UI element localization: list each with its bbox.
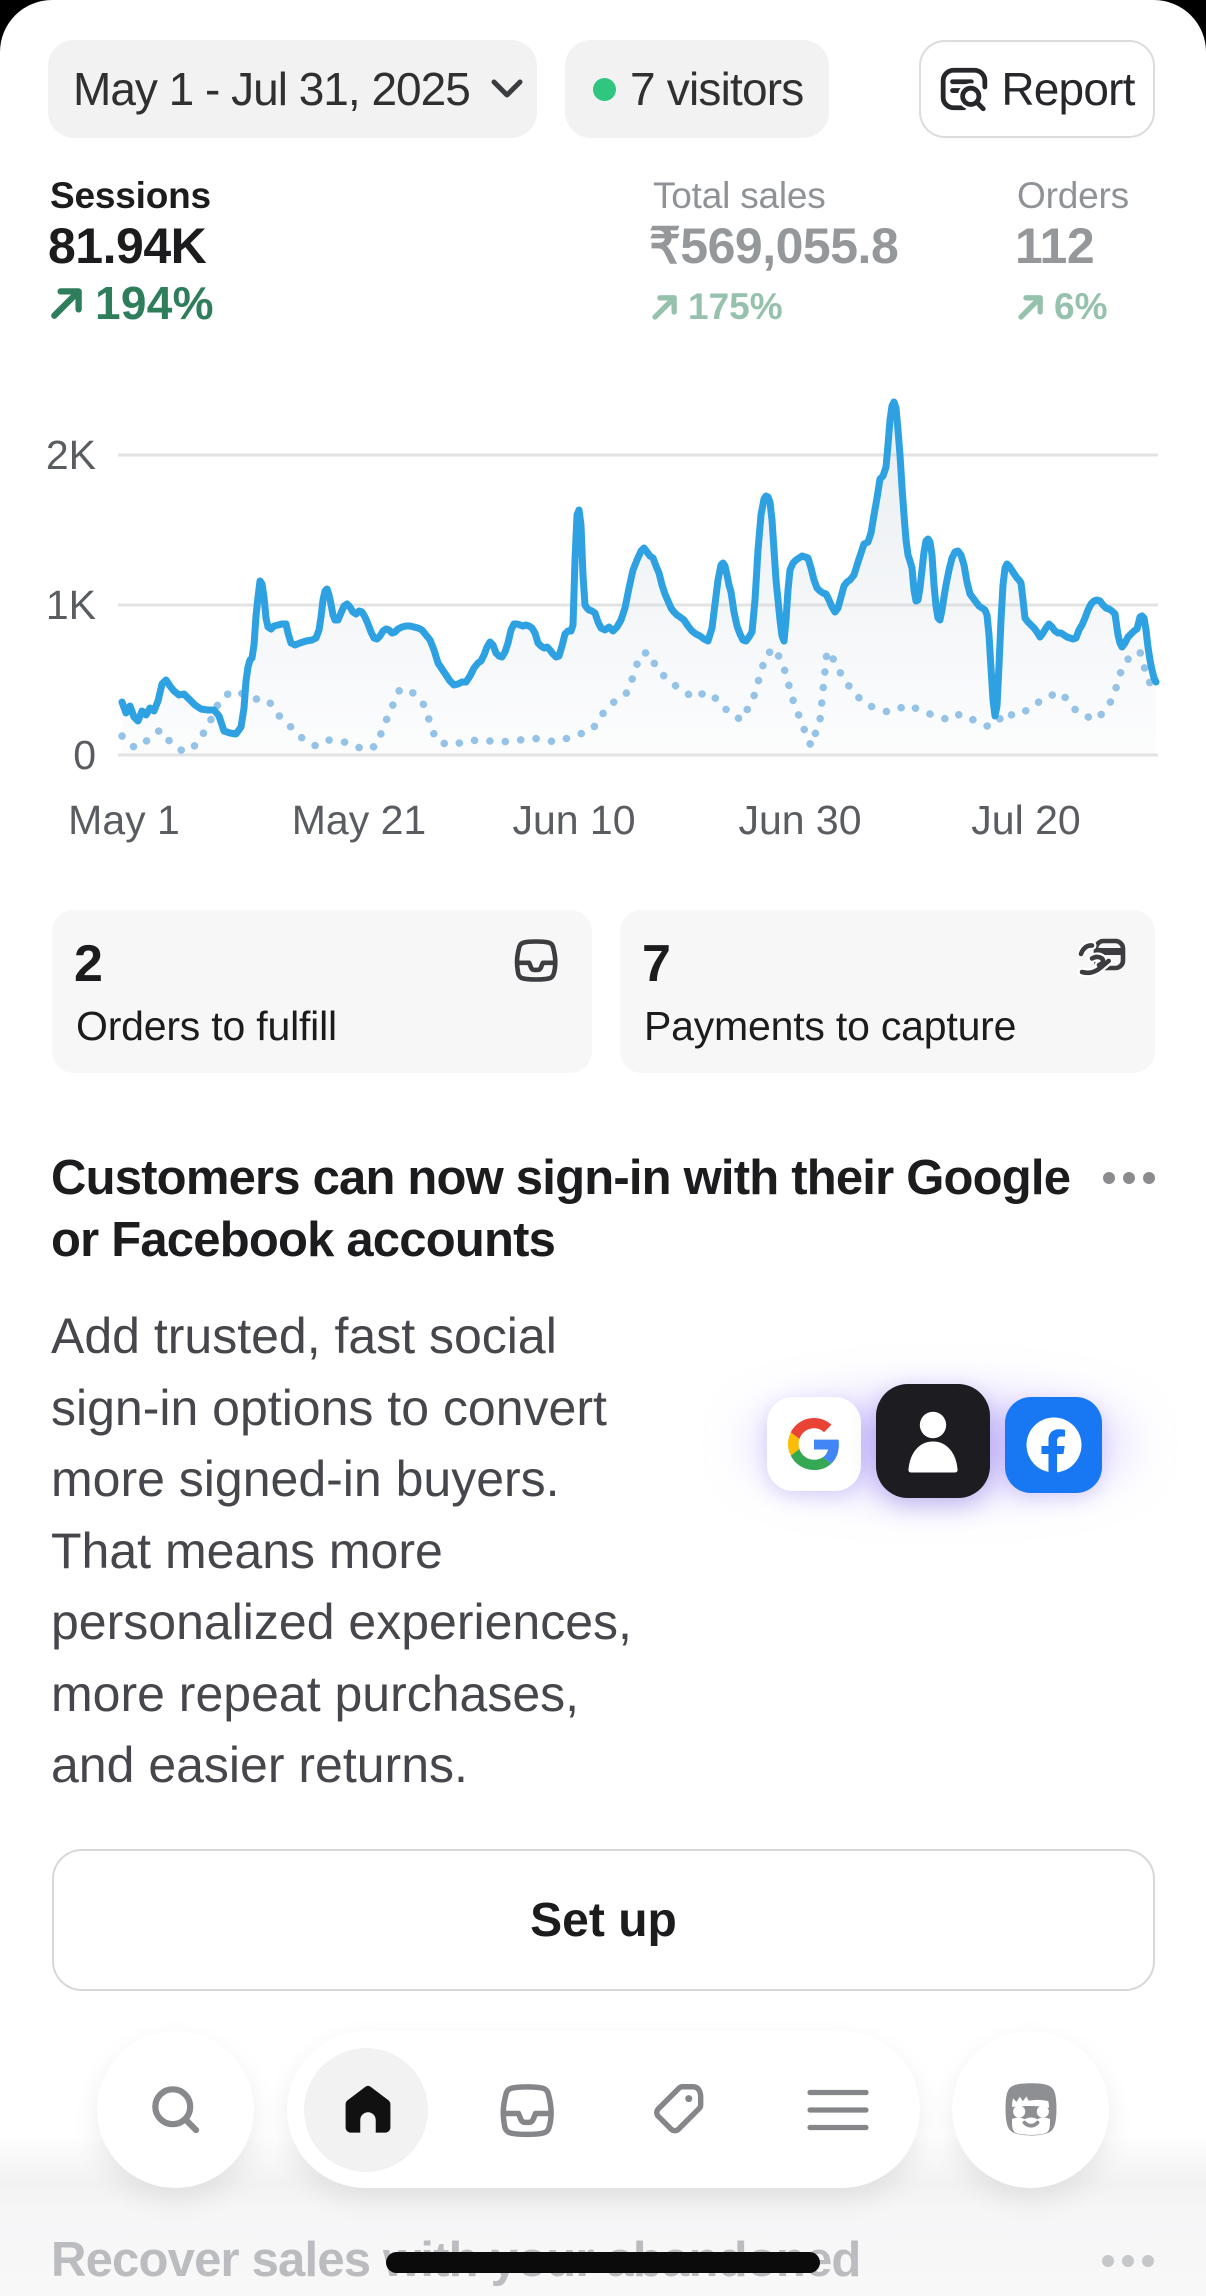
svg-text:May 21: May 21 [292,797,426,843]
svg-text:Jul 20: Jul 20 [971,797,1080,843]
svg-text:May 1: May 1 [68,797,180,843]
svg-text:2K: 2K [46,432,96,478]
svg-text:Jun 10: Jun 10 [512,797,635,843]
svg-text:1K: 1K [46,582,96,628]
svg-text:0: 0 [73,732,96,778]
svg-text:Jun 30: Jun 30 [738,797,861,843]
